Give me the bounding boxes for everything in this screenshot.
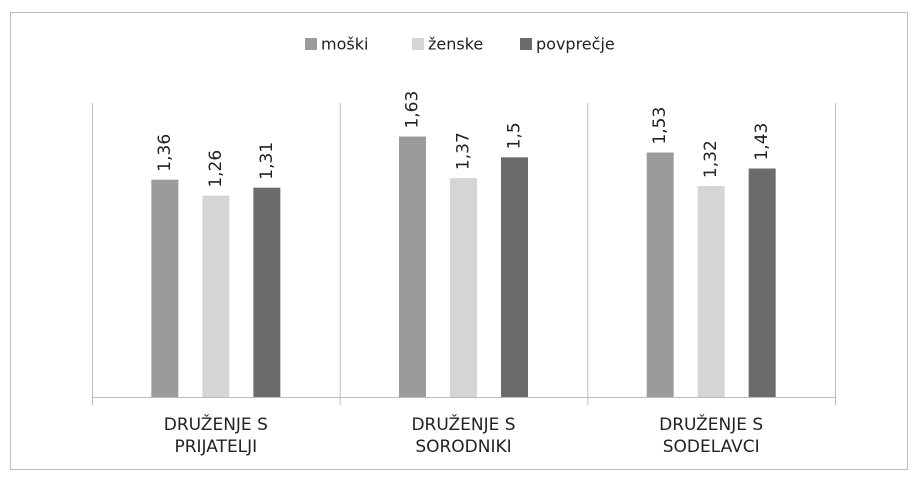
legend-swatch (412, 38, 424, 50)
legend-swatch (305, 38, 317, 50)
bar (399, 136, 426, 397)
data-label: 1,5 (505, 122, 525, 149)
data-label: 1,36 (155, 134, 175, 172)
data-label: 1,63 (403, 91, 423, 129)
legend-label: moški (321, 35, 368, 54)
x-tick-label: DRUŽENJE S SODELAVCI (659, 413, 763, 457)
legend-label: ženske (428, 35, 483, 54)
legend-label: povprečje (536, 35, 615, 54)
bar (450, 178, 477, 397)
bar (697, 186, 725, 397)
x-tick-label: DRUŽENJE S PRIJATELJI (164, 413, 268, 457)
data-label: 1,26 (206, 150, 226, 188)
data-label: 1,31 (257, 142, 277, 180)
x-tick-label: DRUŽENJE S SORODNIKI (411, 413, 515, 457)
legend-swatch (520, 38, 532, 50)
bar (253, 187, 281, 397)
bar (151, 179, 179, 397)
data-label: 1,37 (454, 132, 474, 170)
data-label: 1,43 (752, 123, 772, 161)
bar (202, 195, 230, 397)
bar (646, 152, 674, 397)
bar (501, 157, 528, 397)
data-label: 1,32 (701, 140, 721, 178)
bar (748, 168, 776, 397)
data-label: 1,53 (650, 107, 670, 145)
